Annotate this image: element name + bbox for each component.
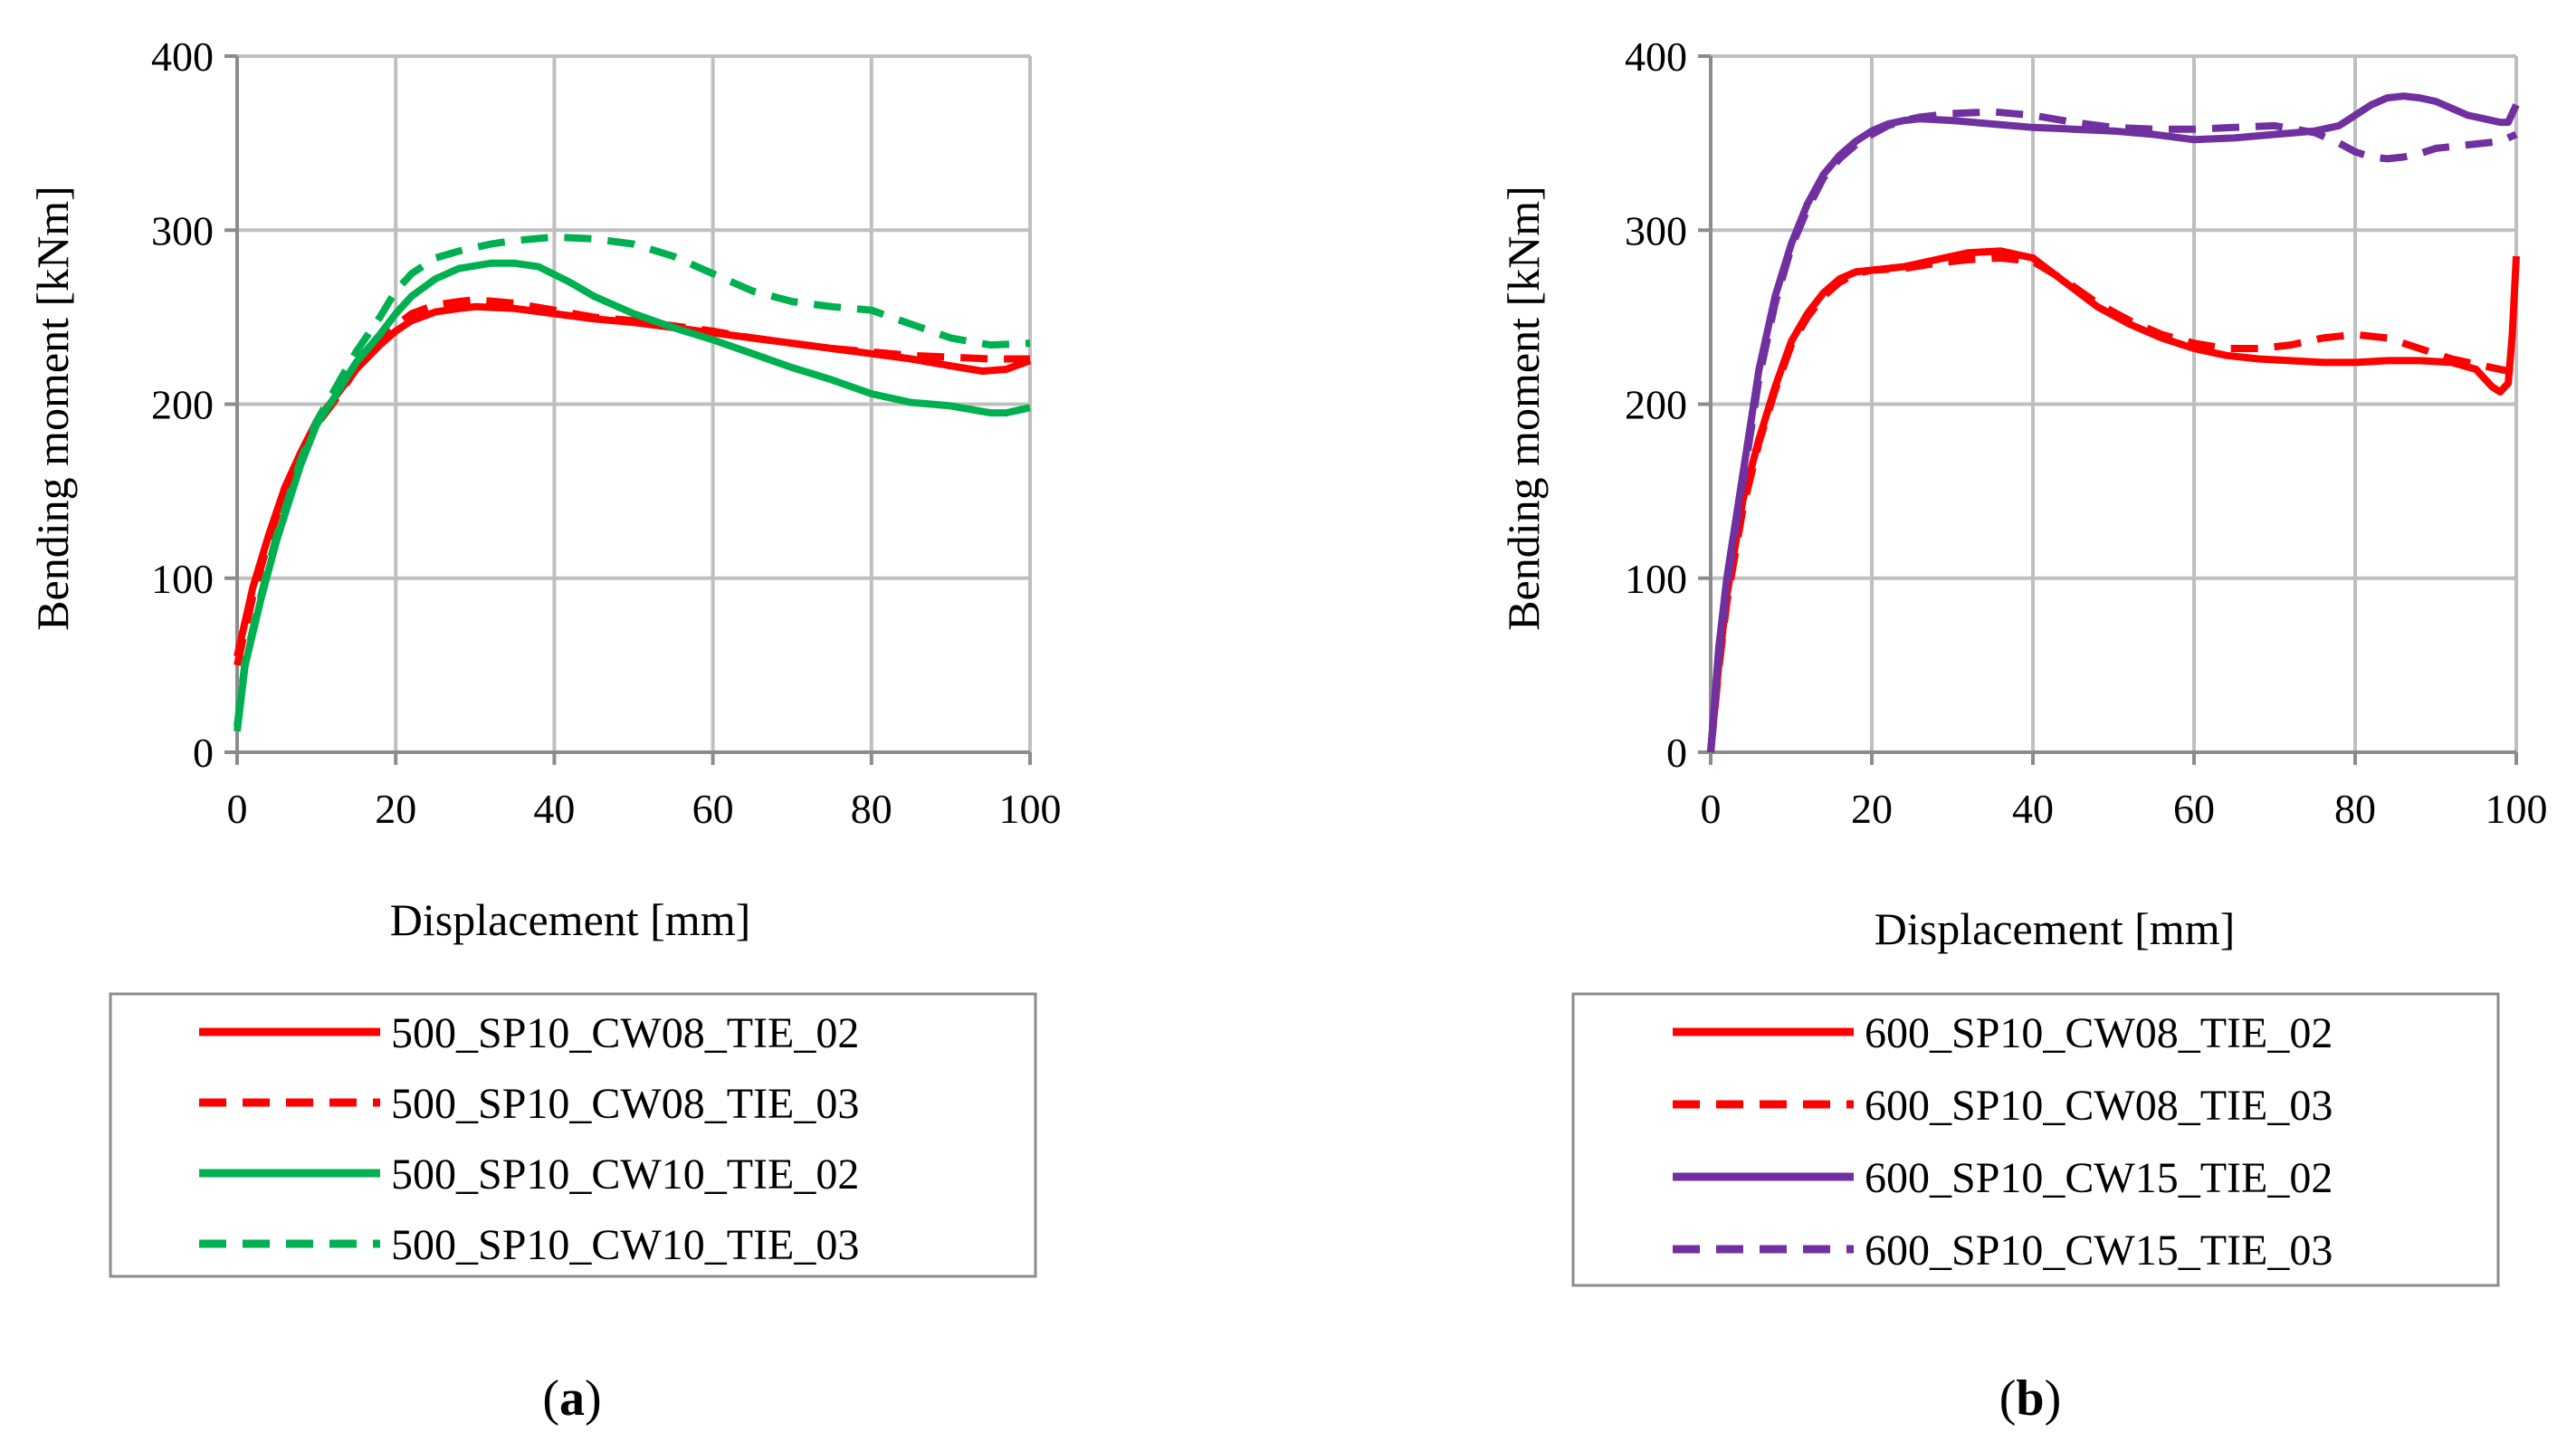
panel-b: 0 100 200 300 400 0 20 40 60 80 100 Displacement [… [1498, 33, 2548, 1427]
panel-b-y-tick-label: 200 [1625, 382, 1687, 428]
panel-a-legend: 500_SP10_CW08_TIE_02 500_SP10_CW08_TIE_03… [199, 1009, 859, 1269]
panel-b-x-tick-label: 40 [2012, 786, 2054, 832]
series-line-600-sp10-cw08-tie-02 [1707, 247, 2520, 753]
panel-a-y-tick-label: 100 [151, 556, 214, 602]
legend-label-500-sp10-cw08-tie-03: 500_SP10_CW08_TIE_03 [391, 1080, 859, 1128]
panel-b-x-tick-label: 0 [1701, 786, 1722, 832]
panel-b-y-tick-label: 300 [1625, 207, 1687, 253]
panel-a-caption: (a) [542, 1370, 601, 1427]
series-line-500-sp10-cw10-tie-03 [234, 233, 1031, 727]
panel-b-y-tick-label: 100 [1625, 556, 1687, 602]
panel-b-legend: 600_SP10_CW08_TIE_02 600_SP10_CW08_TIE_03… [1673, 1009, 2333, 1275]
panel-a-x-tick-label: 20 [375, 786, 416, 832]
panel-b-x-tick-label: 20 [1851, 786, 1893, 832]
panel-b-ticks: 0 100 200 300 400 0 20 40 60 80 100 [1625, 33, 2548, 832]
panel-a-x-axis-label: Displacement [mm] [390, 894, 751, 945]
panel-a-x-tick-label: 40 [533, 786, 575, 832]
panel-b-caption: (b) [1999, 1370, 2061, 1427]
panel-b-x-axis-label: Displacement [mm] [1875, 903, 2236, 954]
series-line-500-sp10-cw10-tie-02 [234, 259, 1031, 732]
legend-label-600-sp10-cw15-tie-02: 600_SP10_CW15_TIE_02 [1865, 1154, 2333, 1202]
panel-a-caption-letter: a [559, 1370, 585, 1427]
panel-b-x-tick-label: 60 [2173, 786, 2215, 832]
legend-label-500-sp10-cw10-tie-02: 500_SP10_CW10_TIE_02 [391, 1151, 859, 1198]
panel-a-series [234, 233, 1032, 732]
panel-a-y-tick-label: 300 [151, 207, 214, 253]
panel-b-legend-box [1571, 992, 2500, 1287]
panel-b-x-tick-label: 80 [2334, 786, 2376, 832]
panel-a-legend-box [109, 992, 1037, 1278]
panel-b-caption-letter: b [2016, 1370, 2044, 1427]
panel-a-x-tick-label: 60 [692, 786, 734, 832]
panel-a-y-tick-label: 400 [151, 33, 214, 80]
panel-a-y-tick-label: 0 [193, 730, 214, 776]
panel-b-x-tick-label: 100 [2485, 786, 2548, 832]
panel-a: 0 100 200 300 400 0 20 40 60 80 100 Displacement [… [27, 33, 1062, 1427]
panel-a-x-tick-label: 100 [999, 786, 1062, 832]
panel-a-y-tick-label: 200 [151, 382, 214, 428]
panel-a-x-tick-label: 80 [851, 786, 892, 832]
series-line-600-sp10-cw15-tie-02 [1707, 92, 2520, 753]
panel-a-x-tick-label: 0 [227, 786, 248, 832]
panel-b-series [1707, 92, 2520, 753]
panel-a-ticks: 0 100 200 300 400 0 20 40 60 80 100 [151, 33, 1062, 832]
panel-b-y-tick-label: 400 [1625, 33, 1687, 80]
legend-label-600-sp10-cw08-tie-02: 600_SP10_CW08_TIE_02 [1865, 1009, 2333, 1057]
panel-b-y-tick-label: 0 [1666, 730, 1687, 776]
legend-label-600-sp10-cw08-tie-03: 600_SP10_CW08_TIE_03 [1865, 1082, 2333, 1130]
legend-label-600-sp10-cw15-tie-03: 600_SP10_CW15_TIE_03 [1865, 1227, 2333, 1275]
panel-b-y-axis-label: Bending moment [kNm] [1498, 186, 1549, 631]
series-line-600-sp10-cw15-tie-03 [1707, 108, 2518, 753]
legend-label-500-sp10-cw10-tie-03: 500_SP10_CW10_TIE_03 [391, 1221, 859, 1269]
series-line-600-sp10-cw08-tie-03 [1707, 254, 2517, 753]
panel-a-y-axis-label: Bending moment [kNm] [27, 186, 78, 631]
legend-label-500-sp10-cw08-tie-02: 500_SP10_CW08_TIE_02 [391, 1009, 859, 1057]
